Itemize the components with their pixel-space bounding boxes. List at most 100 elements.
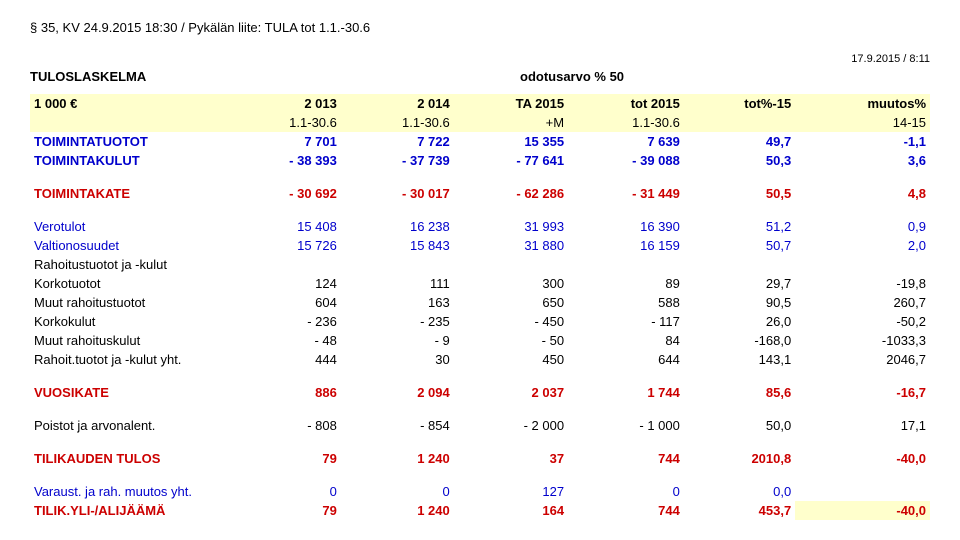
cell: 15 355 xyxy=(454,132,568,151)
row-label: VUOSIKATE xyxy=(30,383,228,402)
cell: -19,8 xyxy=(795,274,930,293)
cell: -40,0 xyxy=(795,449,930,468)
cell: 31 880 xyxy=(454,236,568,255)
cell: 31 993 xyxy=(454,217,568,236)
cell: 1 744 xyxy=(568,383,684,402)
cell: 29,7 xyxy=(684,274,795,293)
table-row xyxy=(30,468,930,482)
cell: - 48 xyxy=(228,331,341,350)
col-tot2015: tot 2015 xyxy=(568,94,684,113)
cell: 453,7 xyxy=(684,501,795,520)
cell: 7 639 xyxy=(568,132,684,151)
row-label: TILIKAUDEN TULOS xyxy=(30,449,228,468)
row-label: TOIMINTAKULUT xyxy=(30,151,228,170)
cell: 79 xyxy=(228,501,341,520)
cell: - 2 000 xyxy=(454,416,568,435)
table-row: Valtionosuudet15 72615 84331 88016 15950… xyxy=(30,236,930,255)
cell xyxy=(228,255,341,274)
cell: 124 xyxy=(228,274,341,293)
cell: 1 240 xyxy=(341,449,454,468)
cell: 90,5 xyxy=(684,293,795,312)
cell: 84 xyxy=(568,331,684,350)
cell: 16 159 xyxy=(568,236,684,255)
sub-ta: +M xyxy=(454,113,568,132)
row-label: TOIMINTATUOTOT xyxy=(30,132,228,151)
cell: 650 xyxy=(454,293,568,312)
cell: -40,0 xyxy=(795,501,930,520)
col-label: 1 000 € xyxy=(30,94,228,113)
cell: 0 xyxy=(568,482,684,501)
top-header: § 35, KV 24.9.2015 18:30 / Pykälän liite… xyxy=(30,20,930,35)
cell: 444 xyxy=(228,350,341,369)
sub-2013: 1.1-30.6 xyxy=(228,113,341,132)
sub-muutos: 14-15 xyxy=(795,113,930,132)
table-row: Verotulot15 40816 23831 99316 39051,20,9 xyxy=(30,217,930,236)
cell: 85,6 xyxy=(684,383,795,402)
cell: 644 xyxy=(568,350,684,369)
cell: 79 xyxy=(228,449,341,468)
cell xyxy=(454,255,568,274)
cell: - 31 449 xyxy=(568,184,684,203)
table-row: Muut rahoitustuotot60416365058890,5260,7 xyxy=(30,293,930,312)
cell: 17,1 xyxy=(795,416,930,435)
cell: 744 xyxy=(568,449,684,468)
cell: - 30 692 xyxy=(228,184,341,203)
cell: 0 xyxy=(228,482,341,501)
table-row xyxy=(30,402,930,416)
doc-subtitle: odotusarvo % 50 xyxy=(310,69,930,84)
cell: - 37 739 xyxy=(341,151,454,170)
cell xyxy=(795,255,930,274)
cell: 127 xyxy=(454,482,568,501)
cell: 0,0 xyxy=(684,482,795,501)
table-subheader-row: 1.1-30.6 1.1-30.6 +M 1.1-30.6 14-15 xyxy=(30,113,930,132)
cell: 26,0 xyxy=(684,312,795,331)
sub-2014: 1.1-30.6 xyxy=(341,113,454,132)
cell: - 1 000 xyxy=(568,416,684,435)
table-row: Rahoitustuotot ja -kulut xyxy=(30,255,930,274)
cell: 15 726 xyxy=(228,236,341,255)
col-muutos: muutos% xyxy=(795,94,930,113)
cell: - 236 xyxy=(228,312,341,331)
cell: 300 xyxy=(454,274,568,293)
cell: 50,5 xyxy=(684,184,795,203)
cell xyxy=(568,255,684,274)
cell xyxy=(795,482,930,501)
cell: - 9 xyxy=(341,331,454,350)
cell: 143,1 xyxy=(684,350,795,369)
table-row: TOIMINTAKULUT- 38 393- 37 739- 77 641- 3… xyxy=(30,151,930,170)
table-row: TOIMINTATUOTOT7 7017 72215 3557 63949,7-… xyxy=(30,132,930,151)
cell: 89 xyxy=(568,274,684,293)
cell: 450 xyxy=(454,350,568,369)
row-label: Muut rahoituskulut xyxy=(30,331,228,350)
table-row: TILIK.YLI-/ALIJÄÄMÄ791 240164744453,7-40… xyxy=(30,501,930,520)
row-label: Valtionosuudet xyxy=(30,236,228,255)
table-row xyxy=(30,170,930,184)
cell: 2010,8 xyxy=(684,449,795,468)
row-label: Korkokulut xyxy=(30,312,228,331)
cell: - 62 286 xyxy=(454,184,568,203)
cell: 588 xyxy=(568,293,684,312)
cell: 744 xyxy=(568,501,684,520)
row-label: TOIMINTAKATE xyxy=(30,184,228,203)
cell: 16 390 xyxy=(568,217,684,236)
doc-title: TULOSLASKELMA xyxy=(30,69,310,84)
table-row xyxy=(30,435,930,449)
cell: 2 094 xyxy=(341,383,454,402)
cell: 1 240 xyxy=(341,501,454,520)
cell xyxy=(684,255,795,274)
cell: 2,0 xyxy=(795,236,930,255)
row-label: Rahoit.tuotot ja -kulut yht. xyxy=(30,350,228,369)
cell: 15 408 xyxy=(228,217,341,236)
cell: 16 238 xyxy=(341,217,454,236)
cell: 164 xyxy=(454,501,568,520)
cell: 7 722 xyxy=(341,132,454,151)
cell: 37 xyxy=(454,449,568,468)
cell: -50,2 xyxy=(795,312,930,331)
cell: - 854 xyxy=(341,416,454,435)
table-header-row: 1 000 € 2 013 2 014 TA 2015 tot 2015 tot… xyxy=(30,94,930,113)
cell: - 450 xyxy=(454,312,568,331)
col-2014: 2 014 xyxy=(341,94,454,113)
table-row xyxy=(30,369,930,383)
row-label: Korkotuotot xyxy=(30,274,228,293)
cell: 51,2 xyxy=(684,217,795,236)
